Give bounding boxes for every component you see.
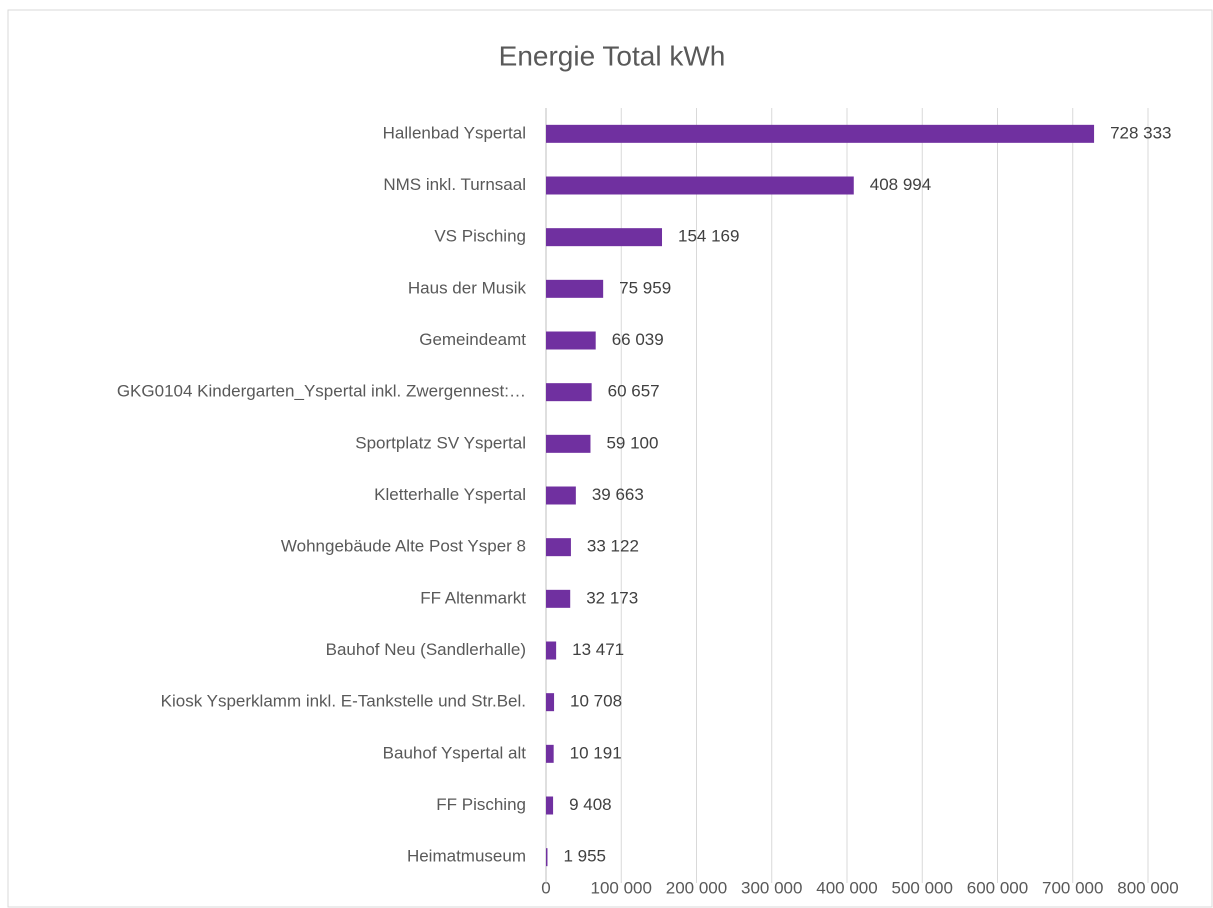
- y-tick-label: FF Pisching: [436, 795, 526, 814]
- bar: [546, 486, 576, 505]
- bar: [546, 848, 548, 867]
- bar: [546, 796, 554, 815]
- bar: [546, 279, 604, 298]
- x-tick-label: 700 000: [1042, 878, 1103, 897]
- y-tick-label: NMS inkl. Turnsaal: [383, 175, 526, 194]
- chart-title: Energie Total kWh: [499, 40, 726, 71]
- value-label: 9 408: [569, 795, 612, 814]
- bar: [546, 744, 554, 763]
- value-label: 39 663: [592, 485, 644, 504]
- y-tick-label: Wohngebäude Alte Post Ysper 8: [281, 537, 526, 556]
- x-tick-label: 500 000: [892, 878, 953, 897]
- x-tick-label: 400 000: [816, 878, 877, 897]
- value-label: 10 708: [570, 692, 622, 711]
- y-tick-label: Hallenbad Yspertal: [383, 123, 526, 142]
- bar: [546, 331, 596, 350]
- y-tick-label: Kiosk Ysperklamm inkl. E-Tankstelle und …: [161, 692, 526, 711]
- value-label: 13 471: [572, 640, 624, 659]
- y-tick-label: Heimatmuseum: [407, 847, 526, 866]
- x-tick-label: 100 000: [591, 878, 652, 897]
- bar: [546, 693, 555, 712]
- y-tick-label: FF Altenmarkt: [420, 588, 526, 607]
- bar: [546, 538, 571, 557]
- y-tick-label: Sportplatz SV Yspertal: [355, 433, 526, 452]
- chart-border: [7, 9, 1213, 908]
- y-tick-label: Gemeindeamt: [419, 330, 526, 349]
- x-tick-label: 800 000: [1117, 878, 1178, 897]
- value-label: 32 173: [586, 588, 638, 607]
- bar: [546, 228, 663, 247]
- y-tick-label: Kletterhalle Yspertal: [374, 485, 526, 504]
- value-label: 66 039: [612, 330, 664, 349]
- value-label: 10 191: [570, 743, 622, 762]
- value-label: 728 333: [1110, 123, 1171, 142]
- bar: [546, 124, 1095, 143]
- value-label: 59 100: [606, 433, 658, 452]
- x-tick-label: 300 000: [741, 878, 802, 897]
- value-label: 75 959: [619, 278, 671, 297]
- y-tick-label: Bauhof Yspertal alt: [383, 743, 527, 762]
- value-label: 1 955: [563, 847, 606, 866]
- y-tick-label: VS Pisching: [434, 227, 526, 246]
- value-label: 60 657: [608, 382, 660, 401]
- bar: [546, 176, 854, 195]
- value-label: 408 994: [870, 175, 931, 194]
- x-tick-label: 200 000: [666, 878, 727, 897]
- y-tick-label: GKG0104 Kindergarten_Yspertal inkl. Zwer…: [117, 382, 526, 401]
- bar: [546, 383, 592, 402]
- y-tick-label: Haus der Musik: [408, 278, 527, 297]
- x-tick-label: 0: [541, 878, 550, 897]
- bar: [546, 589, 571, 608]
- bar: [546, 434, 591, 453]
- x-tick-label: 600 000: [967, 878, 1028, 897]
- y-tick-label: Bauhof Neu (Sandlerhalle): [326, 640, 526, 659]
- bar: [546, 641, 557, 660]
- value-label: 33 122: [587, 537, 639, 556]
- value-label: 154 169: [678, 227, 739, 246]
